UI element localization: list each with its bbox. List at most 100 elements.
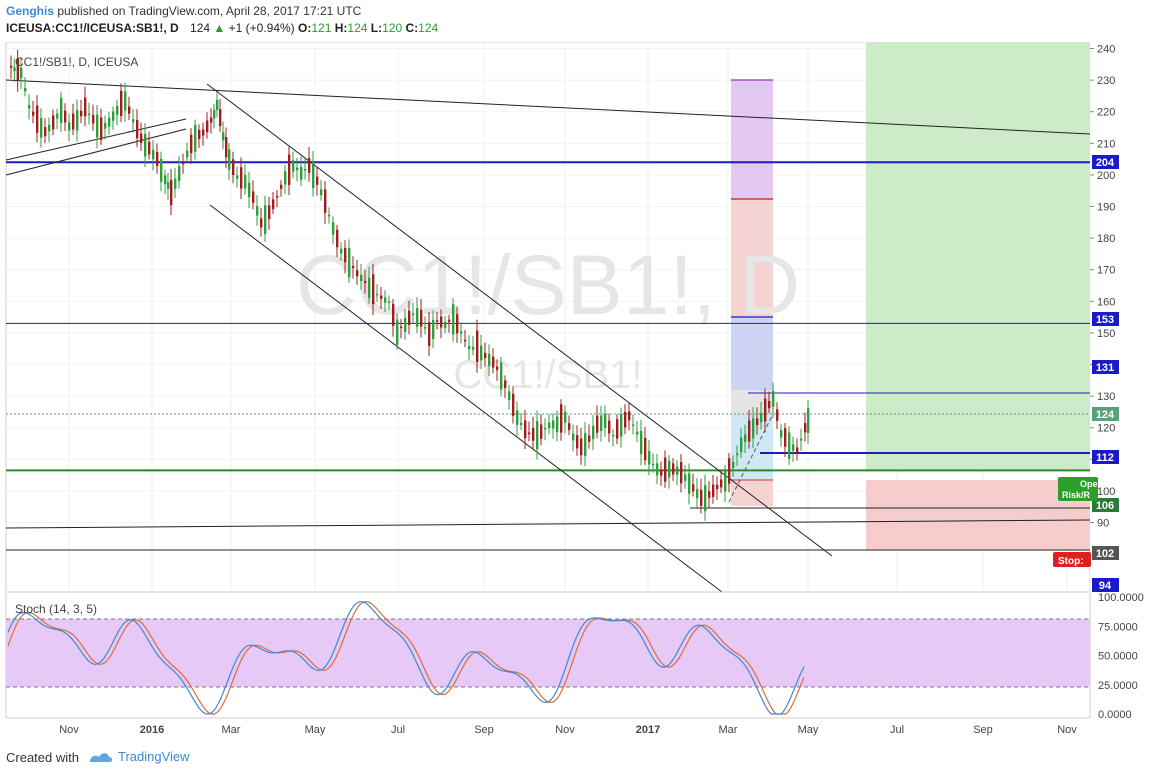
candle-body <box>190 134 193 154</box>
candle-body <box>360 274 363 282</box>
candle-body <box>596 415 599 433</box>
candle-body <box>268 205 271 220</box>
candle-body <box>36 105 39 133</box>
risk-label-text: Risk/R <box>1062 490 1091 500</box>
candle-body <box>396 319 399 345</box>
candle-body <box>744 434 747 442</box>
candle-body <box>164 175 167 185</box>
candle-body <box>480 345 483 361</box>
price-tag-label: 102 <box>1096 548 1114 560</box>
candle-body <box>60 97 63 124</box>
candle-body <box>476 330 479 363</box>
candle-body <box>216 99 219 111</box>
price-tag <box>1092 155 1119 169</box>
candle-body <box>328 214 331 217</box>
horizontal-levels[interactable] <box>6 161 1090 472</box>
symbol-line: ICEUSA:CC1!/ICEUSA:SB1!, D 124 ▲ +1 (+0.… <box>6 21 438 35</box>
candle-body <box>604 413 607 429</box>
channel-upper[interactable] <box>206 83 833 557</box>
candle-body <box>664 457 667 482</box>
publish-line: Genghis published on TradingView.com, Ap… <box>6 4 361 18</box>
candle-body <box>206 120 209 133</box>
candle-body <box>776 409 779 421</box>
candle-body <box>736 453 739 456</box>
candle-body <box>732 461 735 469</box>
time-tick-label: Nov <box>1057 724 1077 736</box>
candle-body <box>648 450 651 465</box>
candle-body <box>568 423 571 430</box>
channel-lower[interactable] <box>209 204 723 593</box>
candle-body <box>520 422 523 426</box>
candle-body <box>608 420 611 434</box>
candle-body <box>512 393 515 416</box>
candle-body <box>108 117 111 127</box>
candle-body <box>660 469 663 476</box>
candle-body <box>292 160 295 172</box>
candle-body <box>10 65 13 68</box>
candle-body <box>756 418 759 426</box>
price-tags: 204 153 131 124 112 106 102 94 <box>1092 155 1119 592</box>
candle-body <box>656 463 659 476</box>
candle-body <box>516 410 519 425</box>
candle-body <box>236 175 239 179</box>
candle-body <box>432 319 435 339</box>
price-chart[interactable]: CC1!/SB1!, D CC1!/SB1! CC1!/SB1!, D, ICE… <box>0 42 1154 742</box>
candle-body <box>52 115 55 130</box>
candle-body <box>628 411 631 421</box>
candle-body <box>228 149 231 170</box>
candle-body <box>280 184 283 189</box>
candle-body <box>64 110 67 123</box>
time-tick-label: Jul <box>391 724 405 736</box>
time-tick-label: Mar <box>222 724 241 736</box>
candle-body <box>348 248 351 278</box>
stop-position-label[interactable] <box>1053 552 1091 567</box>
open-position-label[interactable] <box>1058 477 1098 501</box>
long-position-target[interactable] <box>866 42 1090 470</box>
support-line[interactable] <box>5 519 1091 529</box>
high-value: 124 <box>347 21 368 35</box>
trendline-left-1[interactable] <box>5 118 187 161</box>
trendline-upper[interactable] <box>5 79 1091 135</box>
candle-body <box>548 422 551 429</box>
price-tag-label: 106 <box>1096 500 1114 512</box>
candles <box>10 49 810 521</box>
last-price: 124 <box>190 21 211 35</box>
candle-body <box>784 428 787 447</box>
candle-body <box>178 166 181 181</box>
candle-body <box>219 109 222 127</box>
tradingview-brand[interactable]: TradingView <box>88 749 190 764</box>
close-value: 124 <box>418 21 439 35</box>
candle-body <box>504 380 507 388</box>
candle-body <box>488 353 491 366</box>
price-tick-label: 100 <box>1097 486 1115 498</box>
candle-body <box>312 161 315 189</box>
open-label: O: <box>298 21 312 35</box>
candle-body <box>140 133 143 143</box>
candle-body <box>320 189 323 196</box>
price-tag <box>1092 578 1119 592</box>
time-axis[interactable]: Nov 2016 Mar May Jul Sep Nov 2017 Mar May Jul Sep No… <box>59 724 1077 736</box>
candle-body <box>564 411 567 423</box>
candle-body <box>56 113 59 119</box>
price-tick-label: 130 <box>1097 391 1115 403</box>
trendline-left-2[interactable] <box>5 128 187 176</box>
candle-body <box>400 326 403 329</box>
candle-body <box>44 127 47 137</box>
candle-body <box>780 429 783 438</box>
stop-label-text: Stop: <box>1058 556 1084 567</box>
candle-body <box>796 447 799 454</box>
candle-body <box>76 109 79 131</box>
candle-body <box>576 435 579 449</box>
candle-body <box>232 159 235 175</box>
candle-body <box>182 162 185 165</box>
candle-body <box>128 106 131 114</box>
candle-body <box>144 134 147 157</box>
candle-body <box>148 141 151 155</box>
candle-body <box>160 158 163 182</box>
stoch-lines <box>7 600 805 715</box>
long-position-stop[interactable] <box>866 480 1090 550</box>
candle-body <box>644 437 647 461</box>
author-link[interactable]: Genghis <box>6 4 55 18</box>
candle-body <box>388 301 391 303</box>
candle-body <box>213 109 216 119</box>
